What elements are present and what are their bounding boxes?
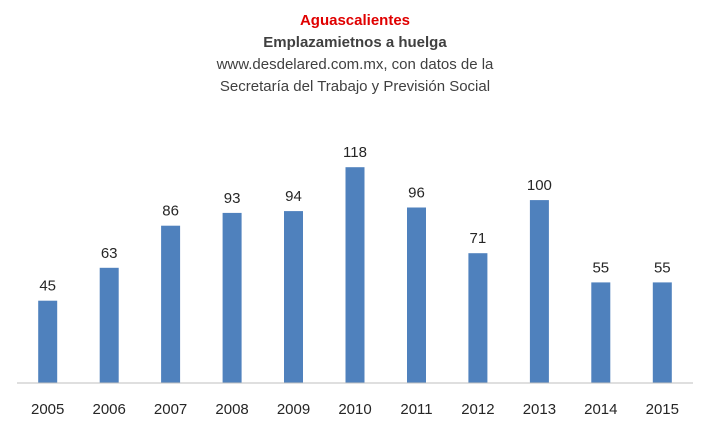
chart-titles: Aguascalientes Emplazamietnos a huelga w… bbox=[0, 10, 710, 98]
chart-title: Aguascalientes bbox=[299, 12, 411, 29]
bars-group bbox=[38, 167, 672, 383]
value-label-2010: 118 bbox=[343, 144, 367, 161]
bar-2012 bbox=[468, 253, 488, 383]
bar-2015 bbox=[652, 282, 672, 383]
chart-source-line-2: Secretaría del Trabajo y Previsión Socia… bbox=[219, 78, 491, 95]
tick-label-2006: 2006 bbox=[93, 401, 126, 418]
tick-label-2009: 2009 bbox=[277, 401, 310, 418]
x-tick-labels-group: 2005 2006 2007 2008 2009 2010 2011 2012 2013 2014… bbox=[31, 401, 679, 418]
tick-label-2010: 2010 bbox=[338, 401, 371, 418]
chart-source-line-1: www.desdelared.com.mx, con datos de la bbox=[216, 56, 494, 73]
tick-label-2012: 2012 bbox=[461, 401, 494, 418]
bar-2007 bbox=[161, 225, 181, 383]
value-label-2005: 45 bbox=[39, 278, 56, 295]
bar-2013 bbox=[529, 200, 549, 383]
value-label-2014: 55 bbox=[592, 259, 609, 276]
bar-2008 bbox=[222, 212, 242, 383]
value-label-2011: 96 bbox=[408, 185, 425, 202]
value-label-2006: 63 bbox=[101, 245, 118, 262]
value-label-2009: 94 bbox=[285, 188, 302, 205]
bar-2010 bbox=[345, 167, 365, 383]
tick-label-2005: 2005 bbox=[31, 401, 64, 418]
value-label-2012: 71 bbox=[470, 230, 487, 247]
tick-label-2011: 2011 bbox=[400, 401, 432, 418]
bar-2006 bbox=[99, 267, 119, 383]
bar-2011 bbox=[407, 207, 426, 383]
tick-label-2014: 2014 bbox=[584, 401, 617, 418]
bar-2009 bbox=[284, 211, 303, 383]
tick-label-2015: 2015 bbox=[646, 401, 679, 418]
bar-2005 bbox=[38, 300, 58, 383]
value-label-2007: 86 bbox=[162, 203, 179, 220]
tick-label-2008: 2008 bbox=[215, 401, 248, 418]
tick-label-2013: 2013 bbox=[523, 401, 556, 418]
value-label-2013: 100 bbox=[527, 177, 552, 194]
chart-subtitle: Emplazamietnos a huelga bbox=[263, 34, 447, 51]
bar-2014 bbox=[591, 282, 611, 383]
value-label-2008: 93 bbox=[224, 190, 241, 207]
value-label-2015: 55 bbox=[654, 259, 671, 276]
tick-label-2007: 2007 bbox=[154, 401, 187, 418]
value-labels-group: 45 63 86 93 94 118 96 71 100 55 55 bbox=[39, 144, 670, 295]
